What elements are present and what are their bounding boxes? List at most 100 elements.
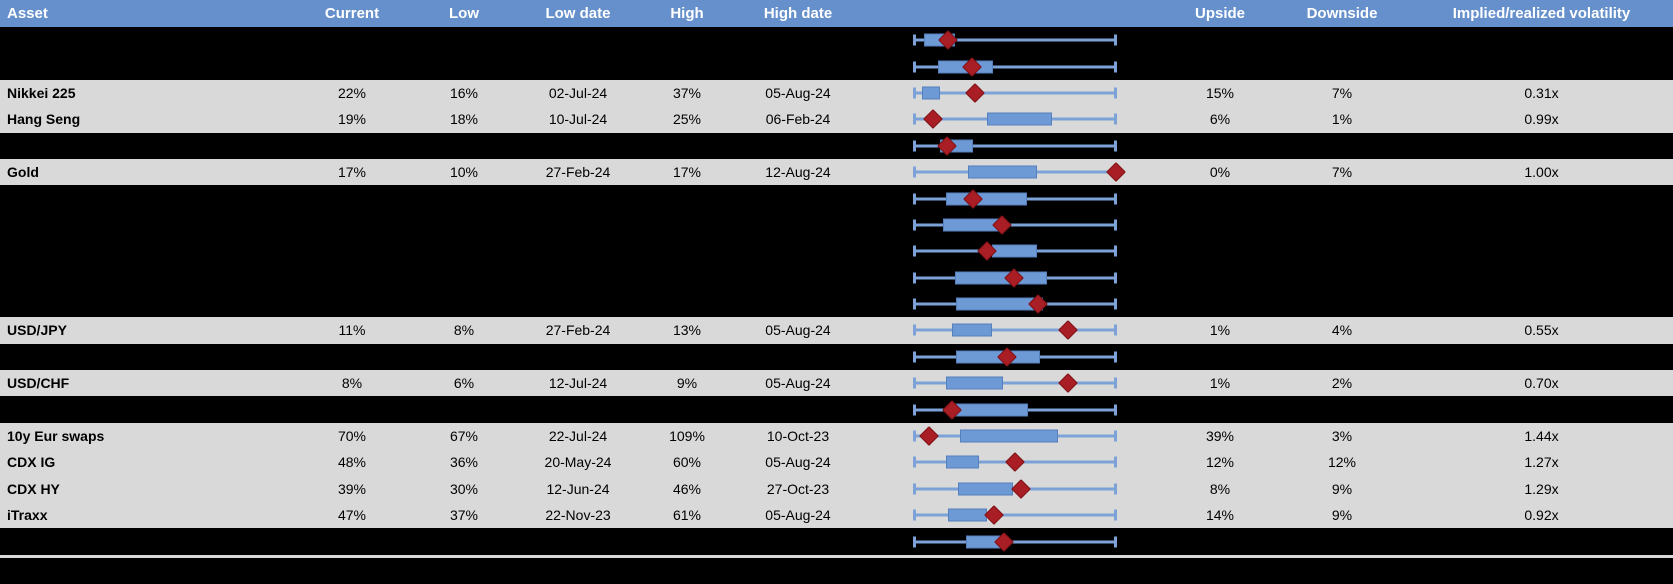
range-chart-cell [864,344,1166,370]
whisker-cap-left-icon [913,34,916,46]
table-row [0,264,1673,291]
range-chart-cell [864,317,1166,343]
high-date: 12-Aug-24 [765,164,831,181]
iqr-box [946,192,1028,206]
high-date: 06-Feb-24 [765,111,831,128]
box-whisker-plot [913,423,1117,449]
current-diamond-icon [1106,162,1126,183]
bottom-separator [0,554,1673,558]
downside-value: 1% [1331,111,1353,128]
table-row: CDX IG 48% 36% 20-May-24 60% 05-Aug-24 1… [0,449,1673,476]
low-value: 67% [449,428,479,445]
upside-value: 39% [1205,428,1235,445]
box-whisker-plot [913,212,1117,238]
implied-realized-volatility-value: 1.00x [1524,164,1559,181]
column-header-low: Low [449,5,479,22]
iqr-box [921,86,940,100]
column-header-asset: Asset [7,5,48,22]
implied-realized-volatility-value: 0.31x [1524,84,1559,101]
range-chart-cell [864,396,1166,422]
iqr-box [991,244,1038,258]
current-diamond-icon [1058,320,1078,341]
column-header-upside: Upside [1194,5,1245,22]
range-chart-cell [864,106,1166,132]
whisker-cap-left-icon [913,113,916,125]
upside-value: 1% [1209,322,1231,339]
table-row: USD/CHF 8% 6% 12-Jul-24 9% 05-Aug-24 1% … [0,370,1673,397]
whisker-cap-right-icon [1114,245,1117,257]
whisker-cap-left-icon [913,324,916,336]
column-header-downside: Downside [1306,5,1378,22]
downside-value: 7% [1331,164,1353,181]
whisker-cap-right-icon [1114,430,1117,442]
high-date: 05-Aug-24 [765,375,831,392]
table-row: Hang Seng 19% 18% 10-Jul-24 25% 06-Feb-2… [0,106,1673,133]
low-value: 10% [449,164,479,181]
iqr-box [951,323,992,337]
whisker-cap-right-icon [1114,456,1117,468]
current-value: 8% [341,375,363,392]
box-whisker-plot [913,80,1117,106]
box-whisker-plot [913,528,1117,554]
low-value: 30% [449,480,479,497]
low-value: 36% [449,454,479,471]
high-date: 05-Aug-24 [765,454,831,471]
table-row: Gold 17% 10% 27-Feb-24 17% 12-Aug-24 0% … [0,158,1673,186]
current-value: 47% [337,507,367,524]
table-row [0,53,1673,80]
low-date: 27-Feb-24 [545,164,611,181]
high-value: 61% [672,507,702,524]
column-header-high-date: High date [763,5,833,22]
iqr-box [987,112,1052,126]
iqr-box [946,455,980,469]
downside-value: 12% [1327,454,1357,471]
implied-realized-volatility-value: 1.27x [1524,454,1559,471]
whisker-cap-left-icon [913,61,916,73]
iqr-box [959,429,1059,443]
downside-value: 7% [1331,84,1353,101]
low-date: 10-Jul-24 [548,111,608,128]
whisker-cap-left-icon [913,140,916,152]
box-whisker-plot [913,476,1117,502]
box-whisker-plot [913,370,1117,396]
asset-name: Nikkei 225 [7,84,76,101]
box-whisker-plot [913,449,1117,475]
asset-name: 10y Eur swaps [7,428,105,445]
low-date: 22-Nov-23 [545,507,611,524]
whisker-cap-left-icon [913,456,916,468]
implied-realized-volatility-value: 0.55x [1524,322,1559,339]
whisker-cap-left-icon [913,193,916,205]
whisker-cap-right-icon [1114,272,1117,284]
column-header-low-date: Low date [545,5,611,22]
table-row [0,211,1673,239]
high-date: 10-Oct-23 [766,428,830,445]
implied-realized-volatility-value: 1.29x [1524,480,1559,497]
upside-value: 12% [1205,454,1235,471]
whisker-cap-left-icon [913,483,916,495]
table-row [0,238,1673,265]
range-chart-cell [864,185,1166,211]
whisker-line [913,65,1117,69]
low-date: 20-May-24 [544,454,612,471]
range-chart-cell [864,238,1166,264]
whisker-cap-right-icon [1114,377,1117,389]
column-header-implied-realized-volatility: Implied/realized volatility [1452,5,1631,22]
whisker-cap-left-icon [913,87,916,99]
whisker-cap-left-icon [913,272,916,284]
whisker-cap-right-icon [1114,298,1117,310]
implied-realized-volatility-value: 0.70x [1524,375,1559,392]
box-whisker-plot [913,185,1117,211]
range-chart-cell [864,528,1166,554]
table-row [0,528,1673,555]
current-diamond-icon [965,83,985,103]
table-row [0,396,1673,423]
whisker-line [913,540,1117,544]
upside-value: 8% [1209,480,1231,497]
high-value: 60% [672,454,702,471]
high-date: 27-Oct-23 [766,480,830,497]
low-date: 22-Jul-24 [548,428,608,445]
box-whisker-plot [913,53,1117,79]
table-row: CDX HY 39% 30% 12-Jun-24 46% 27-Oct-23 8… [0,475,1673,503]
range-chart-cell [864,53,1166,79]
whisker-cap-left-icon [913,536,916,548]
